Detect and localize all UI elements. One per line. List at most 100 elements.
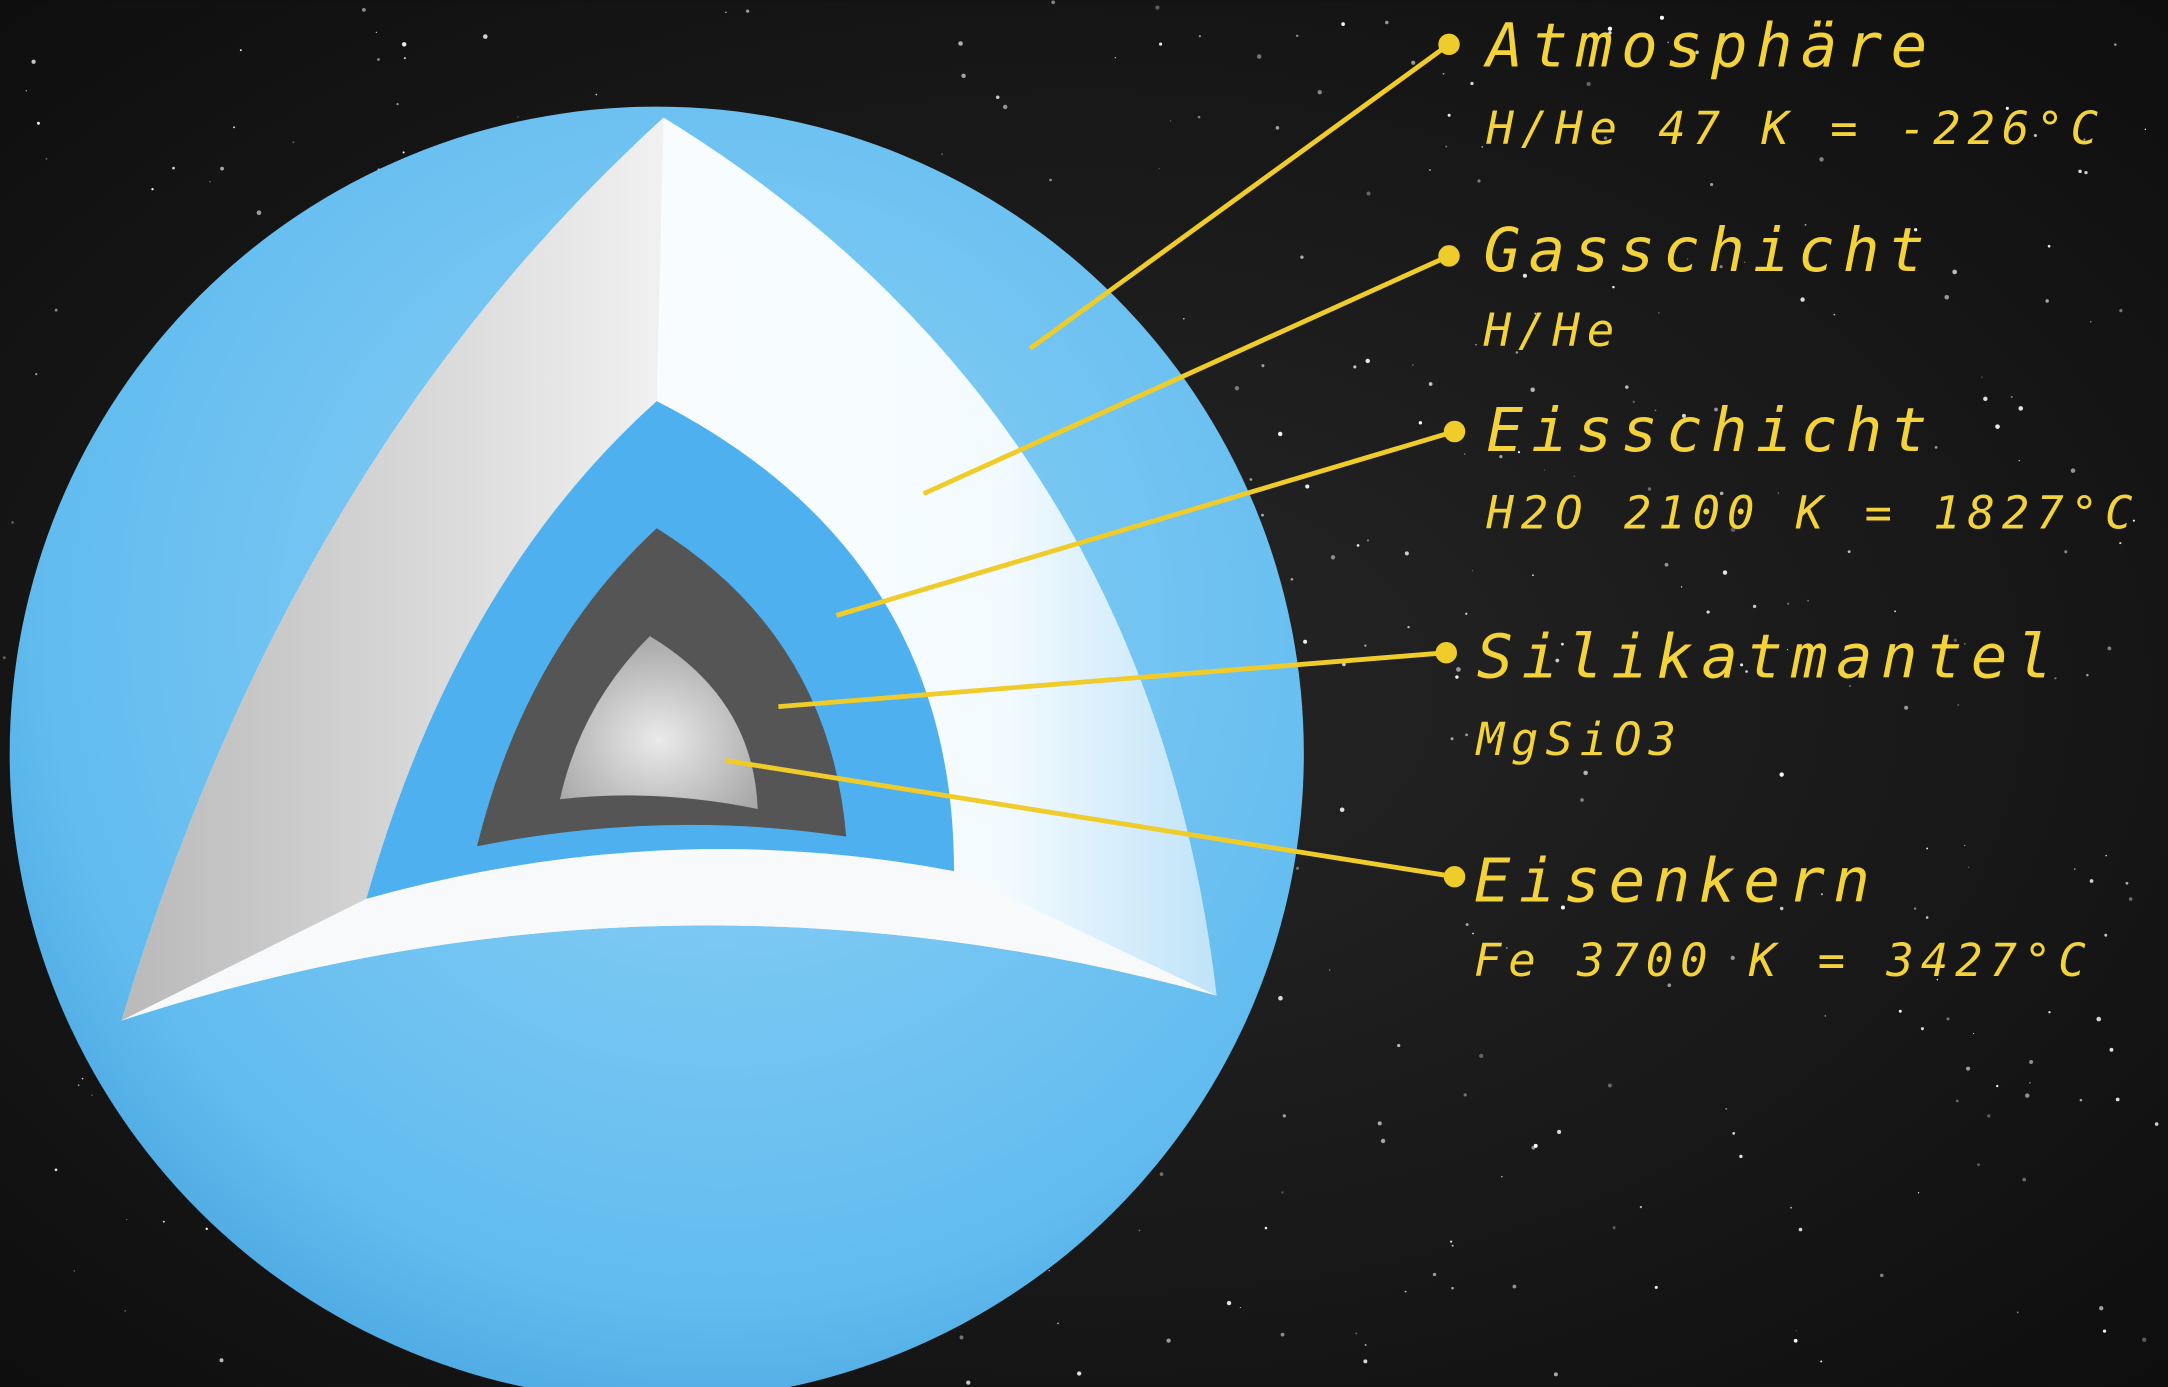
star — [1077, 1371, 1081, 1375]
star — [1465, 613, 1467, 615]
star — [1655, 1286, 1658, 1289]
star — [233, 126, 235, 128]
star — [1512, 1285, 1516, 1289]
star — [1707, 610, 1710, 613]
star — [1329, 969, 1330, 970]
star — [1407, 626, 1409, 628]
star — [2099, 1306, 2103, 1310]
star — [2029, 1082, 2030, 1083]
star — [1170, 120, 1171, 121]
star — [1983, 397, 1987, 401]
star — [2078, 170, 2081, 173]
star — [257, 210, 262, 215]
leader-dot — [1446, 423, 1463, 440]
star — [31, 60, 35, 64]
star — [2011, 396, 2013, 398]
star — [2029, 1060, 2033, 1064]
star — [1455, 675, 1458, 678]
star — [1968, 867, 1969, 868]
star — [1115, 57, 1116, 58]
star — [1283, 1114, 1286, 1117]
star — [1278, 432, 1282, 436]
star — [960, 1335, 964, 1339]
star — [1681, 586, 1682, 587]
star — [1477, 179, 1480, 182]
star — [1281, 1191, 1283, 1193]
star — [996, 96, 1000, 100]
star — [1364, 645, 1366, 647]
star — [1918, 1192, 1919, 1193]
star — [1926, 848, 1928, 850]
star — [1281, 1333, 1285, 1337]
star — [1381, 1139, 1385, 1143]
star — [483, 34, 488, 39]
star — [1612, 286, 1614, 288]
star — [1227, 1301, 1231, 1305]
star — [1429, 382, 1433, 386]
star — [1554, 1372, 1558, 1376]
star — [2105, 855, 2107, 857]
star — [1956, 1100, 1959, 1103]
star — [1303, 640, 1307, 644]
star — [206, 1228, 208, 1230]
star — [1957, 704, 1959, 706]
star — [1166, 1338, 1170, 1342]
star — [1198, 116, 1201, 119]
star — [37, 122, 40, 125]
star — [1049, 1270, 1050, 1271]
star — [1532, 574, 1534, 576]
star — [1355, 1333, 1357, 1335]
star — [1367, 539, 1369, 541]
star — [74, 1270, 75, 1271]
star — [1725, 1108, 1727, 1110]
star — [1366, 359, 1370, 363]
layer-name: Atmosphäre — [1482, 11, 1935, 81]
star — [1608, 1084, 1612, 1088]
star — [2045, 299, 2048, 302]
star — [1947, 1017, 1950, 1020]
star — [1318, 90, 1322, 94]
star — [1265, 1227, 1268, 1230]
star — [1235, 386, 1240, 391]
star — [2145, 129, 2146, 130]
star — [376, 32, 377, 33]
star — [1819, 157, 1823, 161]
star — [1057, 1323, 1059, 1325]
star — [1411, 61, 1415, 65]
star — [2048, 1011, 2050, 1013]
leader-dot — [1438, 644, 1455, 661]
star — [126, 1219, 127, 1220]
star — [1357, 544, 1360, 547]
star — [1479, 1054, 1483, 1058]
star — [2103, 1330, 2106, 1333]
star — [1451, 737, 1454, 740]
star — [2080, 1099, 2083, 1102]
star — [1353, 365, 1356, 368]
star — [377, 58, 380, 61]
star — [2090, 321, 2091, 322]
star — [1894, 611, 1896, 613]
star — [1183, 318, 1185, 320]
star — [1820, 1360, 1822, 1362]
star — [1305, 484, 1309, 488]
leader-dot — [1441, 36, 1458, 53]
star — [2096, 1017, 2101, 1022]
star — [1397, 1044, 1400, 1047]
star — [1475, 344, 1476, 345]
star — [1904, 706, 1908, 710]
star — [1921, 1027, 1924, 1030]
star — [1429, 169, 1431, 171]
layer-detail: H/He — [1483, 304, 1622, 357]
star — [1574, 476, 1575, 477]
star — [1952, 270, 1957, 275]
star — [2018, 406, 2023, 411]
leader-dot — [1441, 248, 1458, 265]
star — [1276, 126, 1280, 130]
star — [1787, 603, 1789, 605]
star — [725, 11, 727, 13]
star — [1723, 570, 1727, 574]
star — [1159, 43, 1162, 46]
star — [958, 41, 963, 46]
star — [2090, 879, 2094, 883]
star — [292, 141, 294, 143]
